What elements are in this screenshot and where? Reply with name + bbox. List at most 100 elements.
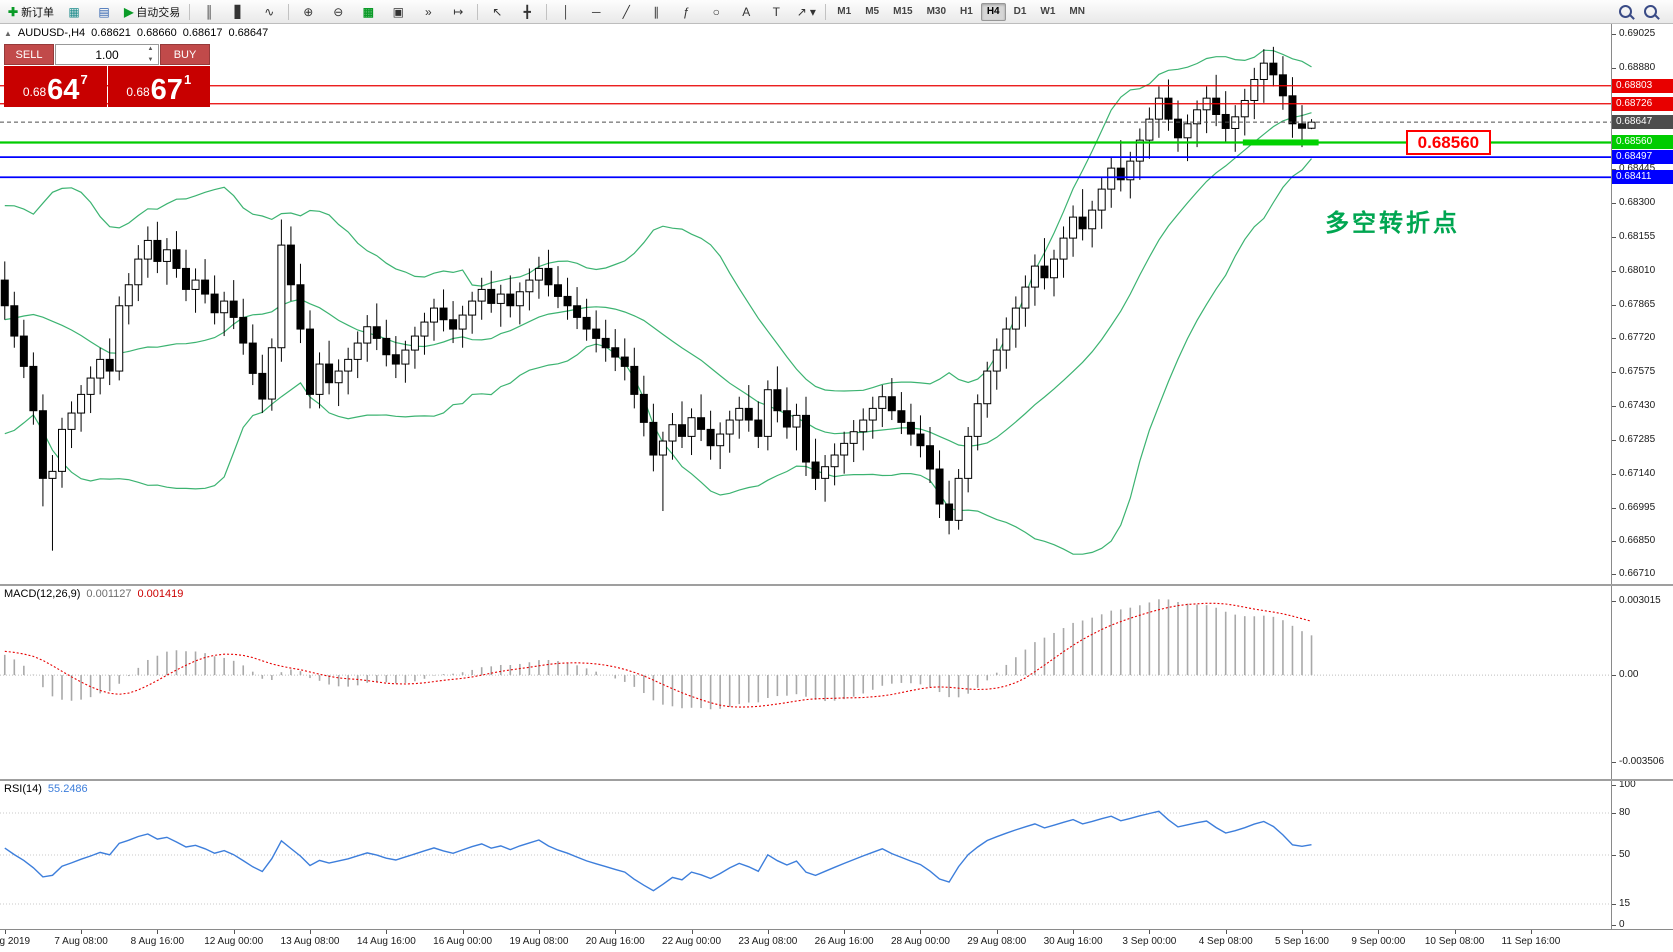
time-tick <box>1073 930 1075 934</box>
time-label: 19 Aug 08:00 <box>509 936 569 947</box>
macd-axis[interactable]: 0.003015 0.00 -0.003506 <box>1611 586 1673 779</box>
cursor-button[interactable]: ↖ <box>483 1 511 23</box>
arrow-icon: ↗ <box>796 4 807 19</box>
search-minus-icon[interactable] <box>1644 5 1657 18</box>
shapes-button[interactable]: ○ <box>702 1 730 23</box>
axis-tick-label: 0.67140 <box>1619 467 1656 479</box>
ellipse-icon: ○ <box>712 4 720 19</box>
timeframe-h4-button[interactable]: H4 <box>980 2 1006 21</box>
spinner-down-icon[interactable]: ▼ <box>147 57 154 63</box>
ask-prefix: 0.68 <box>126 85 150 99</box>
axis-tick-label: 0.68300 <box>1619 197 1656 209</box>
new-order-button[interactable]: ✚ 新订单 <box>8 4 55 19</box>
cascade-windows-button[interactable]: ▣ <box>384 1 412 23</box>
toolbar-right-group <box>1619 5 1657 18</box>
axis-tick-label: 0.67865 <box>1619 298 1656 310</box>
axis-tick <box>1612 507 1616 509</box>
pane-separator[interactable] <box>0 779 1673 781</box>
time-tick <box>1454 930 1456 934</box>
ask-pip-digit: 1 <box>183 72 192 87</box>
axis-tick-label: 0.67720 <box>1619 332 1656 344</box>
fibonacci-button[interactable]: ƒ <box>672 1 700 23</box>
spinner-up-icon[interactable]: ▲ <box>147 46 154 52</box>
time-label: 13 Aug 08:00 <box>280 936 340 947</box>
rsi-chart[interactable] <box>0 781 1612 929</box>
time-tick <box>1530 930 1532 934</box>
collapse-icon[interactable]: ▲ <box>4 28 12 38</box>
main-chart[interactable] <box>0 24 1612 584</box>
timeframe-w1-button[interactable]: W1 <box>1034 3 1061 21</box>
channel-button[interactable]: ∥ <box>642 1 670 23</box>
timeframe-mn-button[interactable]: MN <box>1063 3 1091 21</box>
axis-tick <box>1612 439 1616 441</box>
time-label: 6 Aug 2019 <box>0 936 31 947</box>
zoom-out-button[interactable]: ⊖ <box>324 1 352 23</box>
timeframe-m1-button[interactable]: M1 <box>831 3 857 21</box>
vertical-line-button[interactable]: │ <box>552 1 580 23</box>
axis-tick <box>1612 761 1616 763</box>
text-label-button[interactable]: T <box>762 1 790 23</box>
time-tick <box>1302 930 1303 934</box>
cursor-icon: ↖ <box>492 4 503 19</box>
axis-tick <box>1612 675 1616 677</box>
timeframe-m30-button[interactable]: M30 <box>921 3 952 21</box>
macd-pane: MACD(12,26,9) 0.001127 0.001419 0.003015… <box>0 586 1673 779</box>
market-watch-button[interactable]: ▦ <box>60 1 88 23</box>
timeframe-d1-button[interactable]: D1 <box>1008 3 1033 21</box>
time-label: 5 Sep 16:00 <box>1275 936 1329 947</box>
axis-tick-label: 0.67575 <box>1619 366 1656 378</box>
trendline-button[interactable]: ╱ <box>612 1 640 23</box>
time-tick <box>996 930 998 934</box>
sell-button[interactable]: SELL <box>4 44 54 65</box>
buy-price-tile[interactable]: 0.68 67 1 <box>107 66 210 107</box>
axis-tick <box>1612 813 1616 814</box>
buy-button[interactable]: BUY <box>160 44 210 65</box>
sell-price-tile[interactable]: 0.68 64 7 <box>4 66 107 107</box>
current-price-badge: 0.68647 <box>1612 115 1673 130</box>
rsi-axis[interactable]: 100 80 50 15 0 <box>1611 781 1673 929</box>
chart-shift-button[interactable]: ↦ <box>444 1 472 23</box>
volume-value: 1.00 <box>95 47 119 62</box>
time-label: 23 Aug 08:00 <box>738 936 798 947</box>
axis-tick <box>1612 372 1616 374</box>
timeframe-m5-button[interactable]: M5 <box>859 3 885 21</box>
auto-trading-button[interactable]: ▶ 自动交易 <box>124 4 181 19</box>
search-plus-icon[interactable] <box>1619 5 1632 18</box>
time-axis[interactable]: 6 Aug 2019 7 Aug 08:00 8 Aug 16:00 12 Aug 0… <box>0 929 1673 952</box>
arrows-button[interactable]: ↗ ▾ <box>792 1 820 23</box>
time-label: 8 Aug 16:00 <box>130 936 185 947</box>
high-value: 0.68660 <box>136 27 177 39</box>
zoom-in-button[interactable]: ⊕ <box>294 1 322 23</box>
rsi-value: 55.2486 <box>47 783 88 795</box>
auto-scroll-button[interactable]: » <box>414 1 442 23</box>
axis-tick <box>1612 574 1616 575</box>
fibonacci-icon: ƒ <box>682 4 690 19</box>
time-label: 22 Aug 00:00 <box>662 936 722 947</box>
level-price-badge: 0.68803 <box>1612 78 1673 93</box>
crosshair-button[interactable]: ╋ <box>513 1 541 23</box>
macd-chart[interactable] <box>0 586 1612 779</box>
tile-windows-button[interactable]: ▦ <box>354 1 382 23</box>
text-button[interactable]: A <box>732 1 760 23</box>
pane-separator[interactable] <box>0 584 1673 586</box>
volume-input[interactable]: 1.00 ▲ ▼ <box>55 44 159 65</box>
bar-chart-icon: ║ <box>205 4 214 19</box>
axis-tick-label: 0.67285 <box>1619 433 1656 445</box>
rsi-pane: RSI(14) 55.2486 100 80 50 15 0 <box>0 781 1673 929</box>
timeframe-m15-button[interactable]: M15 <box>887 3 918 21</box>
navigator-button[interactable]: ▤ <box>90 1 118 23</box>
trendline-icon: ╱ <box>622 4 630 19</box>
line-chart-button[interactable]: ∿ <box>255 1 283 23</box>
volume-spinner[interactable]: ▲ ▼ <box>145 46 156 63</box>
toolbar-separator <box>825 3 827 20</box>
timeframe-h1-button[interactable]: H1 <box>954 3 979 21</box>
horizontal-line-button[interactable]: ─ <box>582 1 610 23</box>
bar-chart-button[interactable]: ║ <box>195 1 223 23</box>
time-tick <box>1149 930 1151 934</box>
price-axis[interactable]: 0.69025 0.68880 0.68445 0.68300 0.68155 0.680… <box>1611 24 1673 584</box>
axis-tick-label: 15 <box>1619 898 1631 909</box>
candlestick-chart-button[interactable]: ▋ <box>225 1 253 23</box>
axis-tick-label: 50 <box>1619 849 1631 860</box>
axis-tick <box>1612 600 1616 602</box>
